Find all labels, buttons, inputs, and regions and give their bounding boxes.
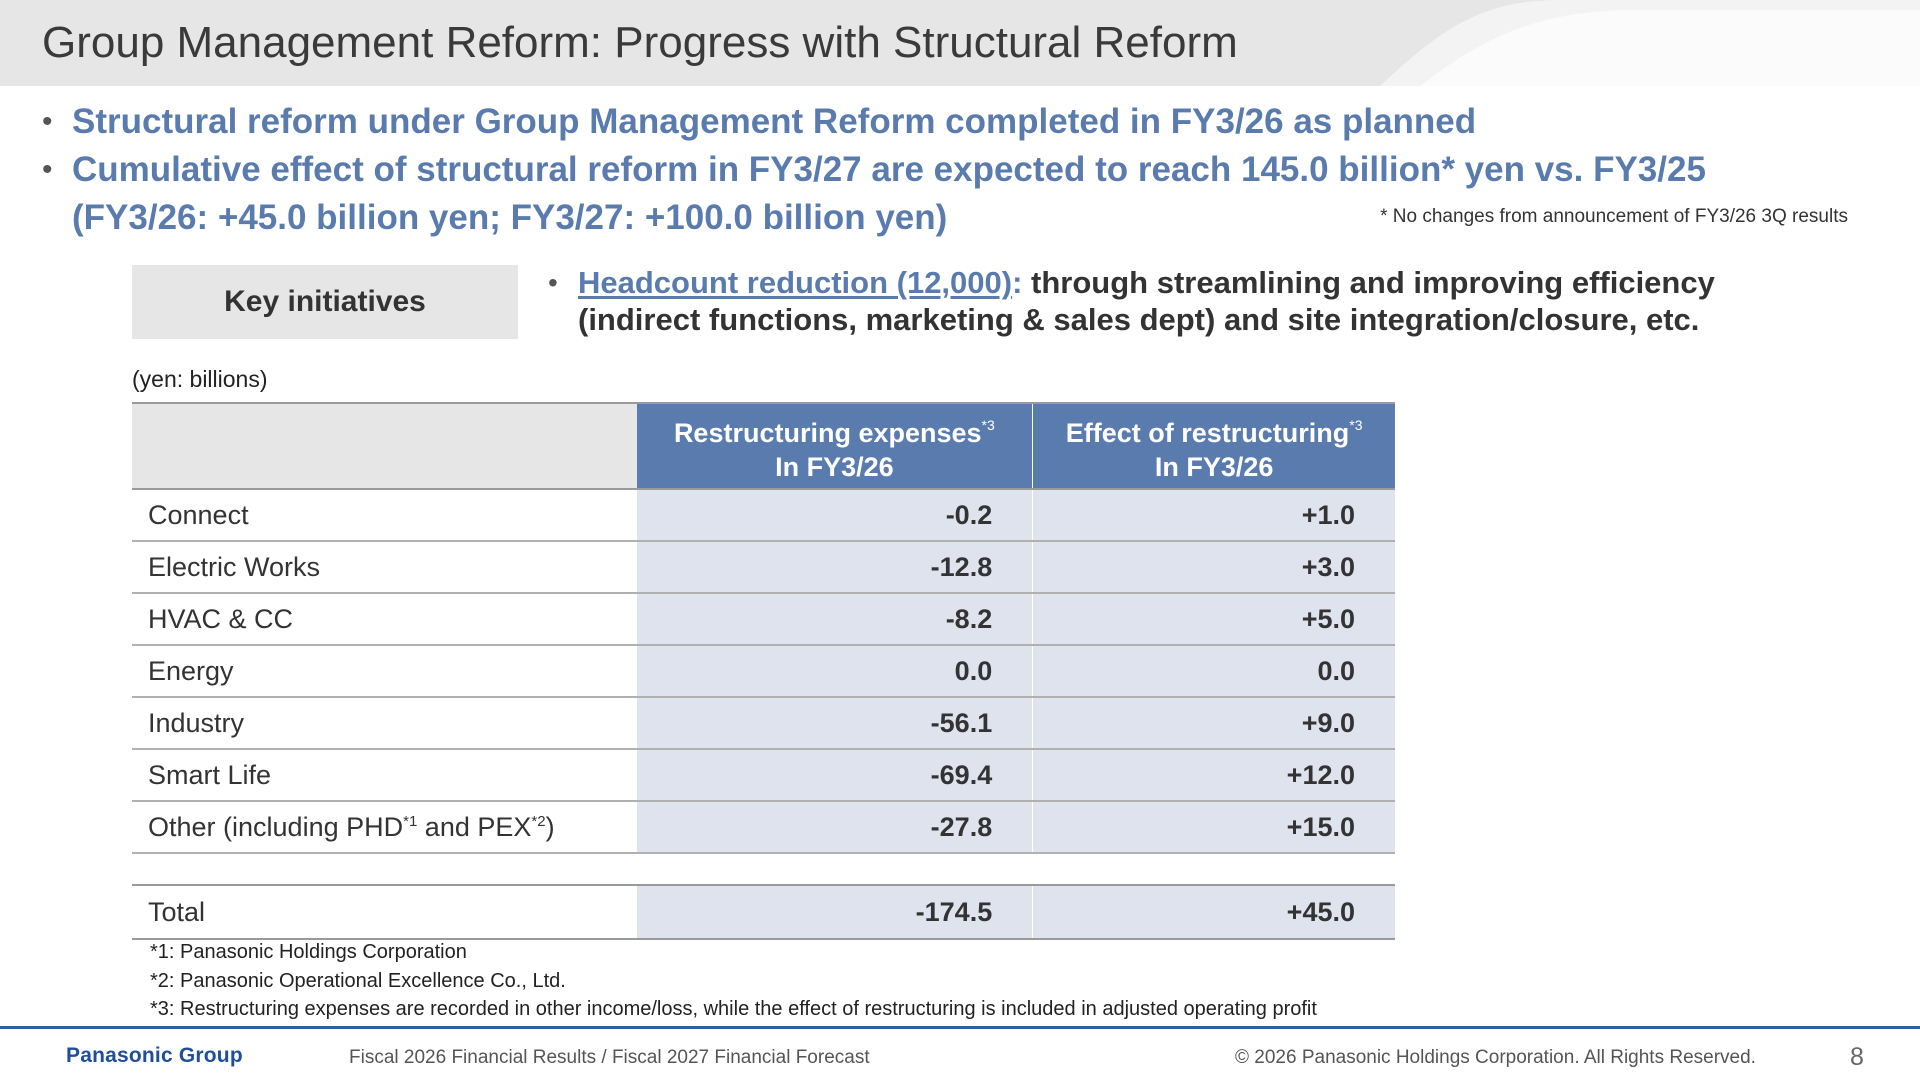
bullet-text: Cumulative effect of structural reform i… — [72, 150, 1706, 189]
key-initiatives-label: Key initiatives — [132, 265, 518, 339]
header-effect-footnote: *3 — [1349, 417, 1363, 433]
header-effect-line1: Effect of restructuring — [1065, 418, 1350, 448]
row-expenses-value: -0.2 — [636, 489, 1034, 542]
row-effect-value: +5.0 — [1032, 593, 1395, 646]
row-expenses-value: -69.4 — [636, 749, 1034, 802]
spacer-cell — [636, 853, 1033, 886]
bullet-dot-icon: • — [548, 267, 558, 298]
slide-title: Group Management Reform: Progress with S… — [42, 18, 1238, 67]
table-row: HVAC & CC -8.2 +5.0 — [132, 593, 1395, 646]
row-label-other: Other (including PHD*1 and PEX*2) — [132, 801, 637, 854]
header-restructuring-expenses: Restructuring expenses*3 In FY3/26 — [636, 402, 1034, 490]
table-row: Industry -56.1 +9.0 — [132, 697, 1395, 750]
table-row: Smart Life -69.4 +12.0 — [132, 749, 1395, 802]
row-effect-value: +15.0 — [1032, 801, 1395, 854]
side-note: * No changes from announcement of FY3/26… — [1380, 206, 1848, 227]
footnote-1: *1: Panasonic Holdings Corporation — [150, 941, 467, 963]
summary-bullets: • Structural reform under Group Manageme… — [42, 98, 1882, 242]
footer-divider — [0, 1026, 1920, 1029]
footnotes: *1: Panasonic Holdings Corporation *2: P… — [150, 938, 1317, 1024]
panasonic-group-logo: Panasonic Group — [66, 1044, 243, 1067]
row-effect-value: +1.0 — [1032, 489, 1395, 542]
initiative-body: Headcount reduction (12,000): through st… — [578, 264, 1878, 338]
bullet-dot-icon: • — [42, 153, 53, 186]
total-expenses-value: -174.5 — [636, 885, 1034, 940]
table-spacer-row — [132, 853, 1395, 886]
row-label: Industry — [132, 697, 637, 750]
bullet-continuation: (FY3/26: +45.0 billion yen; FY3/27: +100… — [72, 198, 948, 237]
row-label: Smart Life — [132, 749, 637, 802]
row-effect-value: +9.0 — [1032, 697, 1395, 750]
headcount-reduction-link[interactable]: Headcount reduction (12,000) — [578, 265, 1013, 300]
initiative-item: • Headcount reduction (12,000): through … — [548, 264, 1878, 338]
table-row: Electric Works -12.8 +3.0 — [132, 541, 1395, 594]
row-label: Electric Works — [132, 541, 637, 594]
bullet-text: Structural reform under Group Management… — [72, 102, 1477, 141]
title-bar: Group Management Reform: Progress with S… — [0, 0, 1920, 86]
table-row-other: Other (including PHD*1 and PEX*2) -27.8 … — [132, 801, 1395, 854]
row-label: HVAC & CC — [132, 593, 637, 646]
other-footnote-2: *2 — [531, 812, 546, 830]
footnote-2: *2: Panasonic Operational Excellence Co.… — [150, 969, 566, 992]
other-footnote-1: *1 — [403, 812, 418, 830]
table-total-row: Total -174.5 +45.0 — [132, 885, 1395, 940]
page-number: 8 — [1850, 1043, 1864, 1071]
footnote-3: *3: Restructuring expenses are recorded … — [150, 998, 1317, 1020]
bullet-item: • Cumulative effect of structural reform… — [42, 146, 1882, 242]
header-restructuring-effect: Effect of restructuring*3 In FY3/26 — [1032, 402, 1395, 490]
footer-copyright: © 2026 Panasonic Holdings Corporation. A… — [1235, 1047, 1756, 1068]
table-row: Connect -0.2 +1.0 — [132, 489, 1395, 542]
bullet-item: • Structural reform under Group Manageme… — [42, 98, 1882, 146]
row-effect-value: 0.0 — [1032, 645, 1395, 698]
initiative-text-line2: (indirect functions, marketing & sales d… — [578, 302, 1700, 337]
row-label: Energy — [132, 645, 637, 698]
total-label: Total — [132, 885, 637, 940]
row-effect-value: +3.0 — [1032, 541, 1395, 594]
other-label-part3: ) — [545, 811, 555, 842]
footer-document-title: Fiscal 2026 Financial Results / Fiscal 2… — [349, 1047, 870, 1068]
row-expenses-value: -8.2 — [636, 593, 1034, 646]
restructuring-table: Restructuring expenses*3 In FY3/26 Effec… — [132, 402, 1395, 940]
row-label: Connect — [132, 489, 637, 542]
title-swoosh-decoration — [1380, 0, 1920, 86]
spacer-cell — [132, 853, 637, 886]
spacer-cell — [1032, 853, 1395, 886]
header-expenses-line2: In FY3/26 — [775, 452, 894, 482]
table-header-row: Restructuring expenses*3 In FY3/26 Effec… — [132, 402, 1395, 490]
header-expenses-footnote: *3 — [981, 417, 995, 433]
row-effect-value: +12.0 — [1032, 749, 1395, 802]
total-effect-value: +45.0 — [1032, 885, 1395, 940]
initiative-colon: : — [1012, 265, 1023, 300]
bullet-dot-icon: • — [42, 105, 53, 138]
header-expenses-line1: Restructuring expenses — [673, 418, 982, 448]
row-expenses-value: -12.8 — [636, 541, 1034, 594]
table-row: Energy 0.0 0.0 — [132, 645, 1395, 698]
header-effect-line2: In FY3/26 — [1154, 452, 1274, 482]
other-label-part2: and PEX — [417, 811, 532, 842]
table-corner-cell — [132, 402, 637, 490]
unit-note: (yen: billions) — [132, 366, 268, 392]
row-expenses-value: -27.8 — [636, 801, 1034, 854]
row-expenses-value: -56.1 — [636, 697, 1034, 750]
initiative-text-line1: through streamlining and improving effic… — [1022, 265, 1715, 300]
row-expenses-value: 0.0 — [636, 645, 1034, 698]
other-label-part1: Other (including PHD — [148, 811, 404, 842]
